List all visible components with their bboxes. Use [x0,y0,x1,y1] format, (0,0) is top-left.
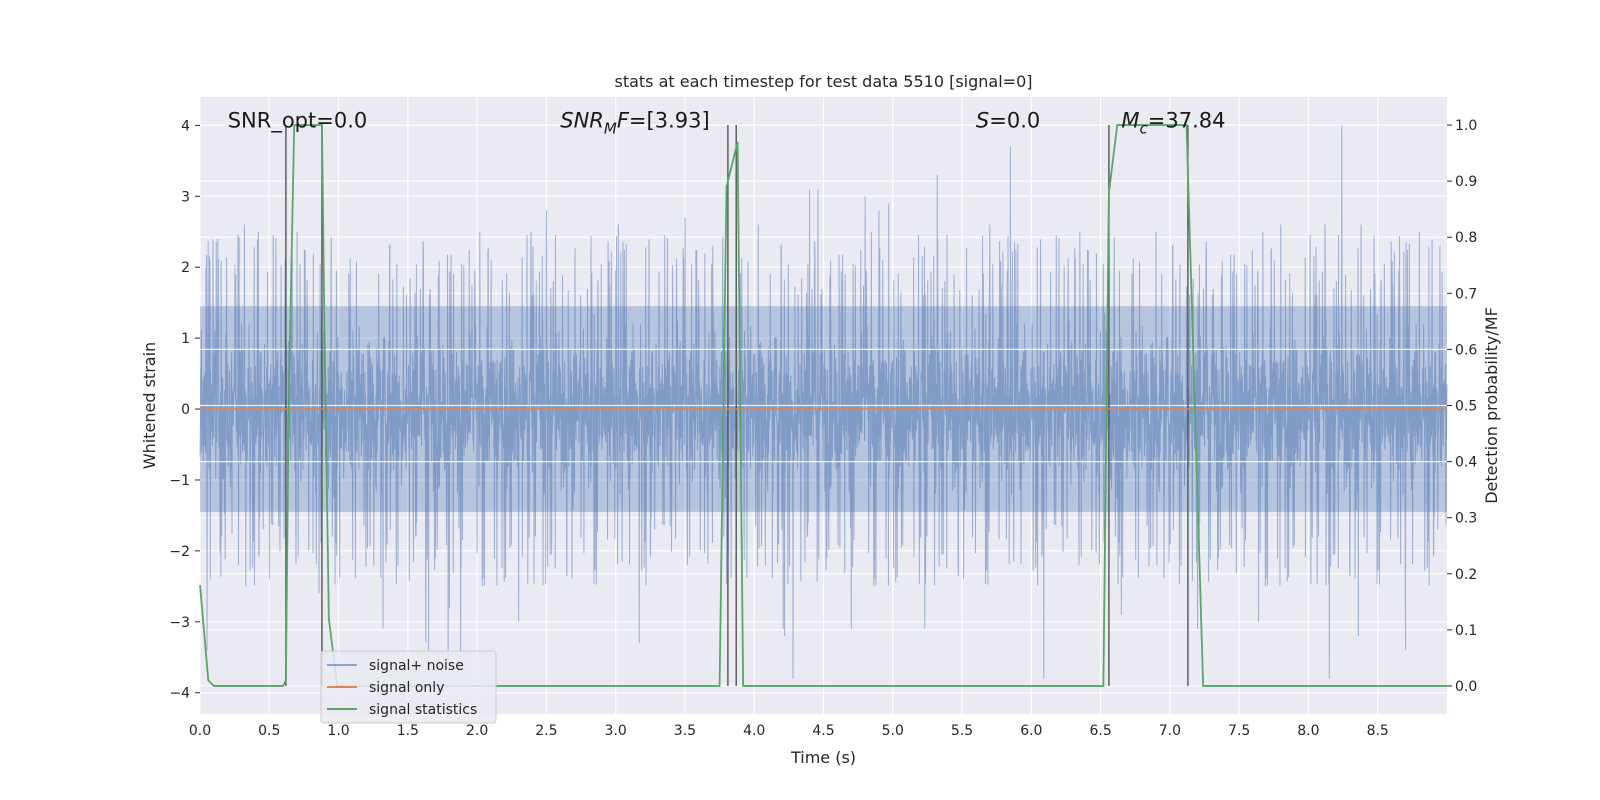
y-right-tick-label: 0.3 [1455,511,1477,527]
y-left-tick-label: −1 [169,473,190,489]
chart-title: stats at each timestep for test data 551… [614,72,1032,91]
annotation-label: SNRMF=[3.93] [560,108,709,137]
y-left-tick-label: 0 [181,402,190,418]
x-tick-label: 0.0 [189,723,211,739]
legend-box [320,650,497,724]
x-tick-label: 3.0 [605,723,627,739]
x-tick-label: 4.5 [812,723,834,739]
x-tick-label: 0.5 [258,723,280,739]
x-tick-label: 8.0 [1297,723,1319,739]
y-left-tick-label: 3 [181,189,190,205]
x-tick-label: 3.5 [674,723,696,739]
y-right-tick-label: 1.0 [1455,118,1477,134]
x-tick-label: 8.5 [1367,723,1389,739]
x-tick-label: 1.5 [397,723,419,739]
y-left-tick-label: −4 [169,686,190,702]
legend-entry: signal statistics [369,702,477,718]
y-right-tick-label: 0.1 [1455,623,1477,639]
annotation-label: SNR_opt=0.0 [228,108,368,133]
x-tick-label: 7.0 [1159,723,1181,739]
y-right-tick-label: 0.7 [1455,286,1477,302]
x-tick-label: 7.5 [1228,723,1250,739]
y-axis-left-label: Whitened strain [140,342,159,469]
x-tick-label: 6.0 [1020,723,1042,739]
x-axis-label: Time (s) [790,748,856,767]
annotation-label: S=0.0 [976,108,1040,132]
x-tick-label: 2.5 [535,723,557,739]
x-tick-label: 5.0 [882,723,904,739]
y-right-tick-label: 0.4 [1455,455,1477,471]
legend-entry: signal+ noise [369,658,464,674]
y-left-tick-label: 4 [181,118,190,134]
legend: signal+ noise signal only signal statistic… [320,650,497,724]
y-left-tick-label: −2 [169,544,190,560]
x-tick-label: 2.0 [466,723,488,739]
series-lines [199,124,1447,687]
tick-labels: 0.0 0.5 1.0 1.5 2.0 2.5 3.0 3.5 4.0 4.5 5.0 5.5 6.0 6… [169,118,1477,739]
signal-noise-line [199,125,1448,679]
legend-entry: signal only [369,680,444,696]
x-tick-label: 4.0 [743,723,765,739]
y-axis-right-label: Detection probability/MF [1482,307,1501,504]
y-right-tick-label: 0.0 [1455,679,1477,695]
y-right-tick-label: 0.5 [1455,399,1477,415]
y-right-tick-label: 0.2 [1455,567,1477,583]
y-right-tick-label: 0.9 [1455,174,1477,190]
x-tick-label: 5.5 [951,723,973,739]
x-tick-label: 1.0 [327,723,349,739]
annotation-label: Mc=37.84 [1121,108,1225,137]
y-left-tick-label: −3 [169,615,190,631]
annotations: SNR_opt=0.0 SNRMF=[3.93] S=0.0 Mc=37.84 [228,108,1226,137]
signal-statistics-line [199,124,1447,687]
y-right-tick-label: 0.8 [1455,230,1477,246]
x-tick-label: 6.5 [1089,723,1111,739]
y-left-tick-label: 1 [181,331,190,347]
y-left-tick-label: 2 [181,260,190,276]
y-right-tick-label: 0.6 [1455,342,1477,358]
